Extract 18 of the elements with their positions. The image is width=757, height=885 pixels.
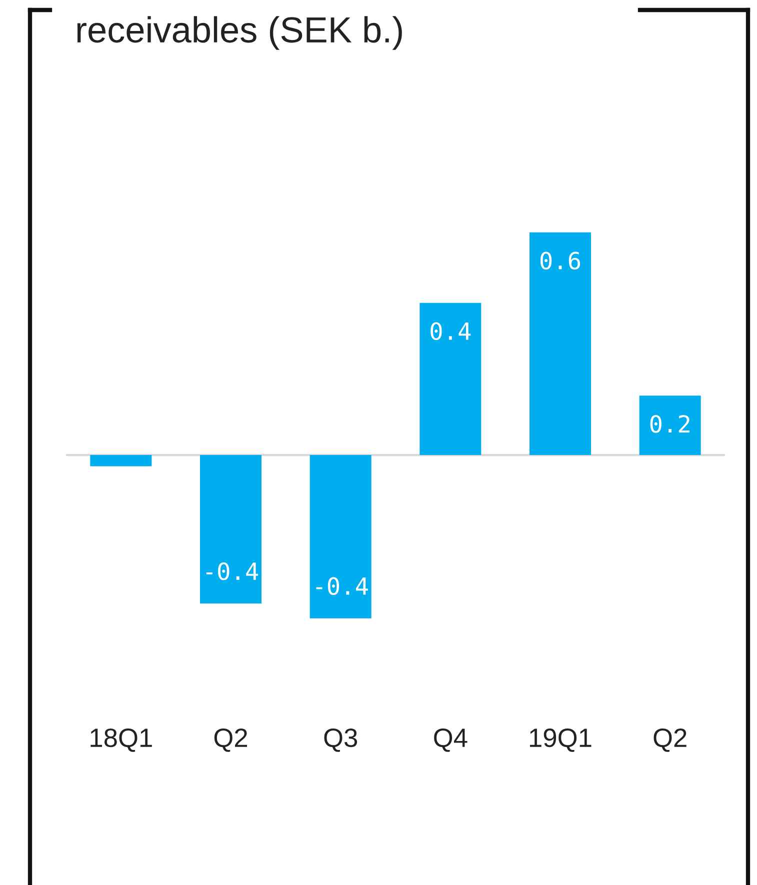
x-tick-label: Q2 xyxy=(214,728,248,752)
data-label: 0.2 xyxy=(650,414,690,433)
bar xyxy=(310,455,372,618)
data-label: 0.6 xyxy=(540,252,580,270)
x-tick-label: Q4 xyxy=(434,728,468,752)
x-tick-label: 18Q1 xyxy=(90,728,152,752)
bar xyxy=(420,302,482,456)
x-tick-label: Q2 xyxy=(654,728,686,752)
data-label: -0.4 xyxy=(316,577,368,596)
data-label: -0.4 xyxy=(206,562,258,580)
bar xyxy=(529,232,592,456)
bar xyxy=(200,455,262,604)
bar xyxy=(639,396,701,456)
bar xyxy=(90,455,152,466)
x-tick-label: 19Q1 xyxy=(530,728,592,752)
chart-title: receivables (SEK b.) xyxy=(77,16,402,50)
data-label: 0.4 xyxy=(430,322,471,340)
x-tick-label: Q3 xyxy=(324,728,358,752)
